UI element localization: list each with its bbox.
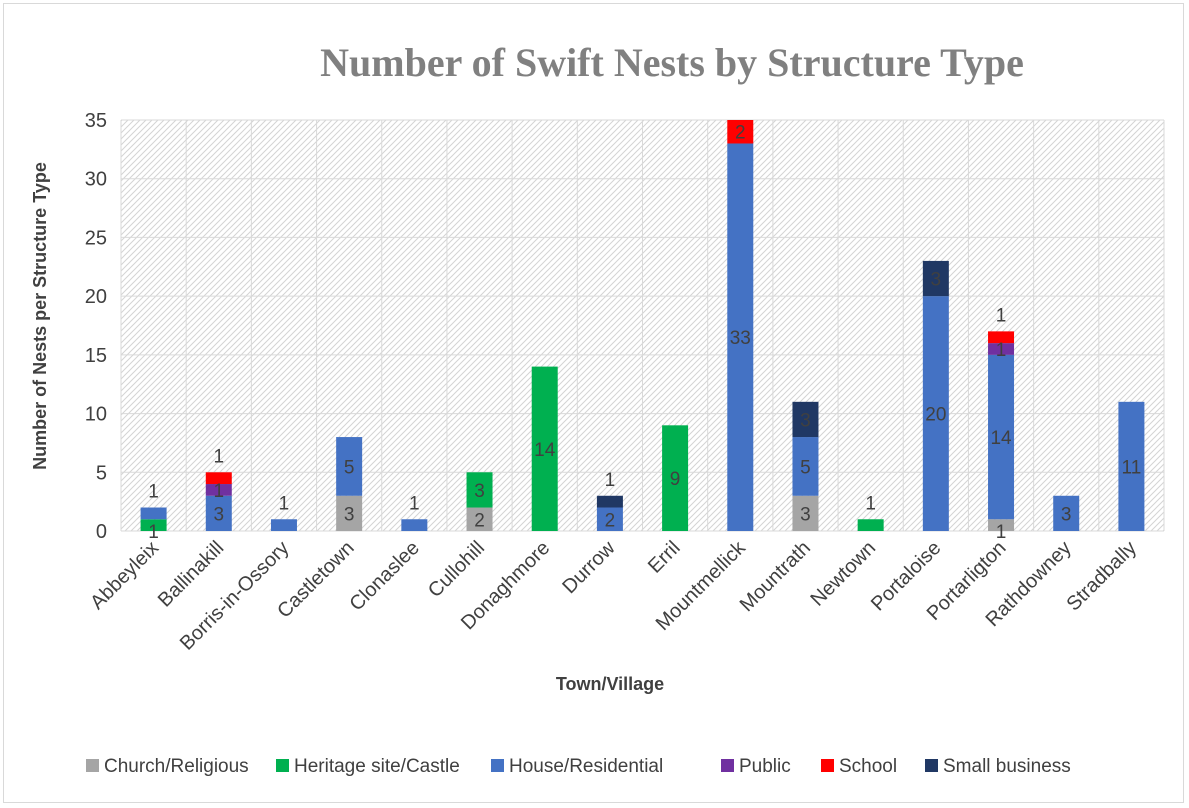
data-label: 2: [735, 123, 746, 144]
data-label: 1: [996, 522, 1007, 543]
bar-segment: [792, 495, 819, 531]
data-label: 9: [670, 469, 681, 490]
bar-segment: [205, 472, 232, 485]
x-tick-label: Borris-in-Ossory: [176, 537, 294, 655]
x-tick-label: Stradbally: [1062, 537, 1140, 615]
chart-svg: Number of Swift Nests by Structure Type …: [30, 40, 1165, 777]
data-label: 1: [409, 493, 420, 514]
data-label: 3: [1061, 504, 1072, 525]
bar-segment: [922, 260, 949, 297]
bar-segment: [140, 519, 167, 531]
bar-segment: [270, 519, 297, 531]
chart-frame: Number of Swift Nests by Structure Type …: [3, 3, 1184, 803]
y-tick-label: 0: [96, 521, 107, 543]
bar-segment: [857, 519, 884, 531]
data-label: 3: [213, 504, 224, 525]
legend-item: Public: [721, 756, 791, 777]
data-label: 2: [605, 510, 616, 531]
data-label: 5: [344, 457, 355, 478]
y-tick-label: 15: [85, 345, 107, 367]
y-tick-label: 35: [85, 110, 107, 132]
legend-swatch: [276, 759, 289, 772]
data-label: 20: [925, 405, 946, 426]
data-label: 14: [534, 440, 556, 461]
bar-segment: [401, 519, 428, 531]
legend-swatch: [721, 759, 734, 772]
legend-swatch: [491, 759, 504, 772]
data-label: 1: [996, 340, 1007, 361]
legend-item: School: [821, 756, 897, 777]
bar-segment: [205, 484, 232, 496]
x-tick-label: Abbeyleix: [86, 537, 163, 614]
bar-segment: [140, 507, 167, 520]
data-label: 3: [800, 504, 811, 525]
legend-item: Small business: [925, 756, 1071, 777]
legend-label: House/Residential: [509, 756, 663, 777]
y-tick-label: 20: [85, 286, 107, 308]
x-tick-label: Mountrath: [736, 537, 815, 616]
legend-label: Public: [739, 756, 791, 777]
legend: Church/Religious Heritage site/Castle Hous…: [86, 756, 1071, 777]
bar-segment: [336, 437, 363, 496]
bar-segment: [727, 143, 754, 531]
y-tick-label: 25: [85, 227, 107, 249]
data-label: 1: [213, 446, 224, 467]
x-axis-title: Town/Village: [556, 674, 664, 694]
x-tick-label: Clonaslee: [345, 537, 423, 615]
data-label: 33: [730, 328, 751, 349]
x-tick-label: Durrow: [558, 537, 620, 599]
legend-item: House/Residential: [491, 756, 663, 777]
data-label: 1: [148, 482, 159, 503]
legend-swatch: [925, 759, 938, 772]
data-label: 3: [800, 410, 811, 431]
bar-segment: [531, 366, 558, 531]
data-label: 1: [279, 493, 290, 514]
data-label: 3: [474, 481, 485, 502]
data-label: 1: [865, 493, 876, 514]
x-tick-label: Erril: [644, 537, 685, 578]
bar-segment: [792, 401, 819, 438]
x-tick-label: Cullohill: [424, 537, 489, 602]
data-label: 3: [931, 270, 942, 291]
legend-swatch: [821, 759, 834, 772]
data-label: 5: [800, 457, 811, 478]
bar-segment: [792, 437, 819, 496]
bar-segment: [336, 495, 363, 531]
data-label: 2: [474, 510, 485, 531]
data-label: 1: [605, 470, 616, 491]
bar-segment: [727, 120, 754, 144]
legend-label: Church/Religious: [104, 756, 249, 777]
bar-segment: [988, 354, 1015, 520]
bar-segment: [596, 507, 623, 531]
bar-segment: [988, 331, 1015, 344]
data-label: 14: [990, 428, 1012, 449]
chart-title: Number of Swift Nests by Structure Type: [320, 40, 1024, 85]
data-label: 1: [213, 481, 224, 502]
bar-segment: [988, 519, 1015, 531]
bar-segment: [662, 425, 689, 531]
y-tick-label: 5: [96, 462, 107, 484]
legend-swatch: [86, 759, 99, 772]
legend-item: Church/Religious: [86, 756, 249, 777]
y-tick-label: 30: [85, 169, 107, 191]
legend-label: Heritage site/Castle: [294, 756, 460, 777]
bar-segment: [988, 343, 1015, 355]
data-label: 1: [996, 305, 1007, 326]
bar-segment: [205, 495, 232, 531]
legend-item: Heritage site/Castle: [276, 756, 460, 777]
data-label: 3: [344, 504, 355, 525]
bar-segment: [466, 472, 493, 508]
bar-segment: [596, 495, 623, 508]
bar-segment: [922, 296, 949, 531]
bar-segment: [1118, 401, 1145, 531]
legend-label: Small business: [943, 756, 1071, 777]
legend-label: School: [839, 756, 897, 777]
data-label: 11: [1122, 457, 1142, 478]
y-axis-title: Number of Nests per Structure Type: [30, 162, 50, 470]
y-tick-label: 10: [85, 404, 107, 426]
data-label: 1: [148, 522, 159, 543]
bar-segment: [466, 507, 493, 531]
bar-segment: [1053, 495, 1080, 531]
